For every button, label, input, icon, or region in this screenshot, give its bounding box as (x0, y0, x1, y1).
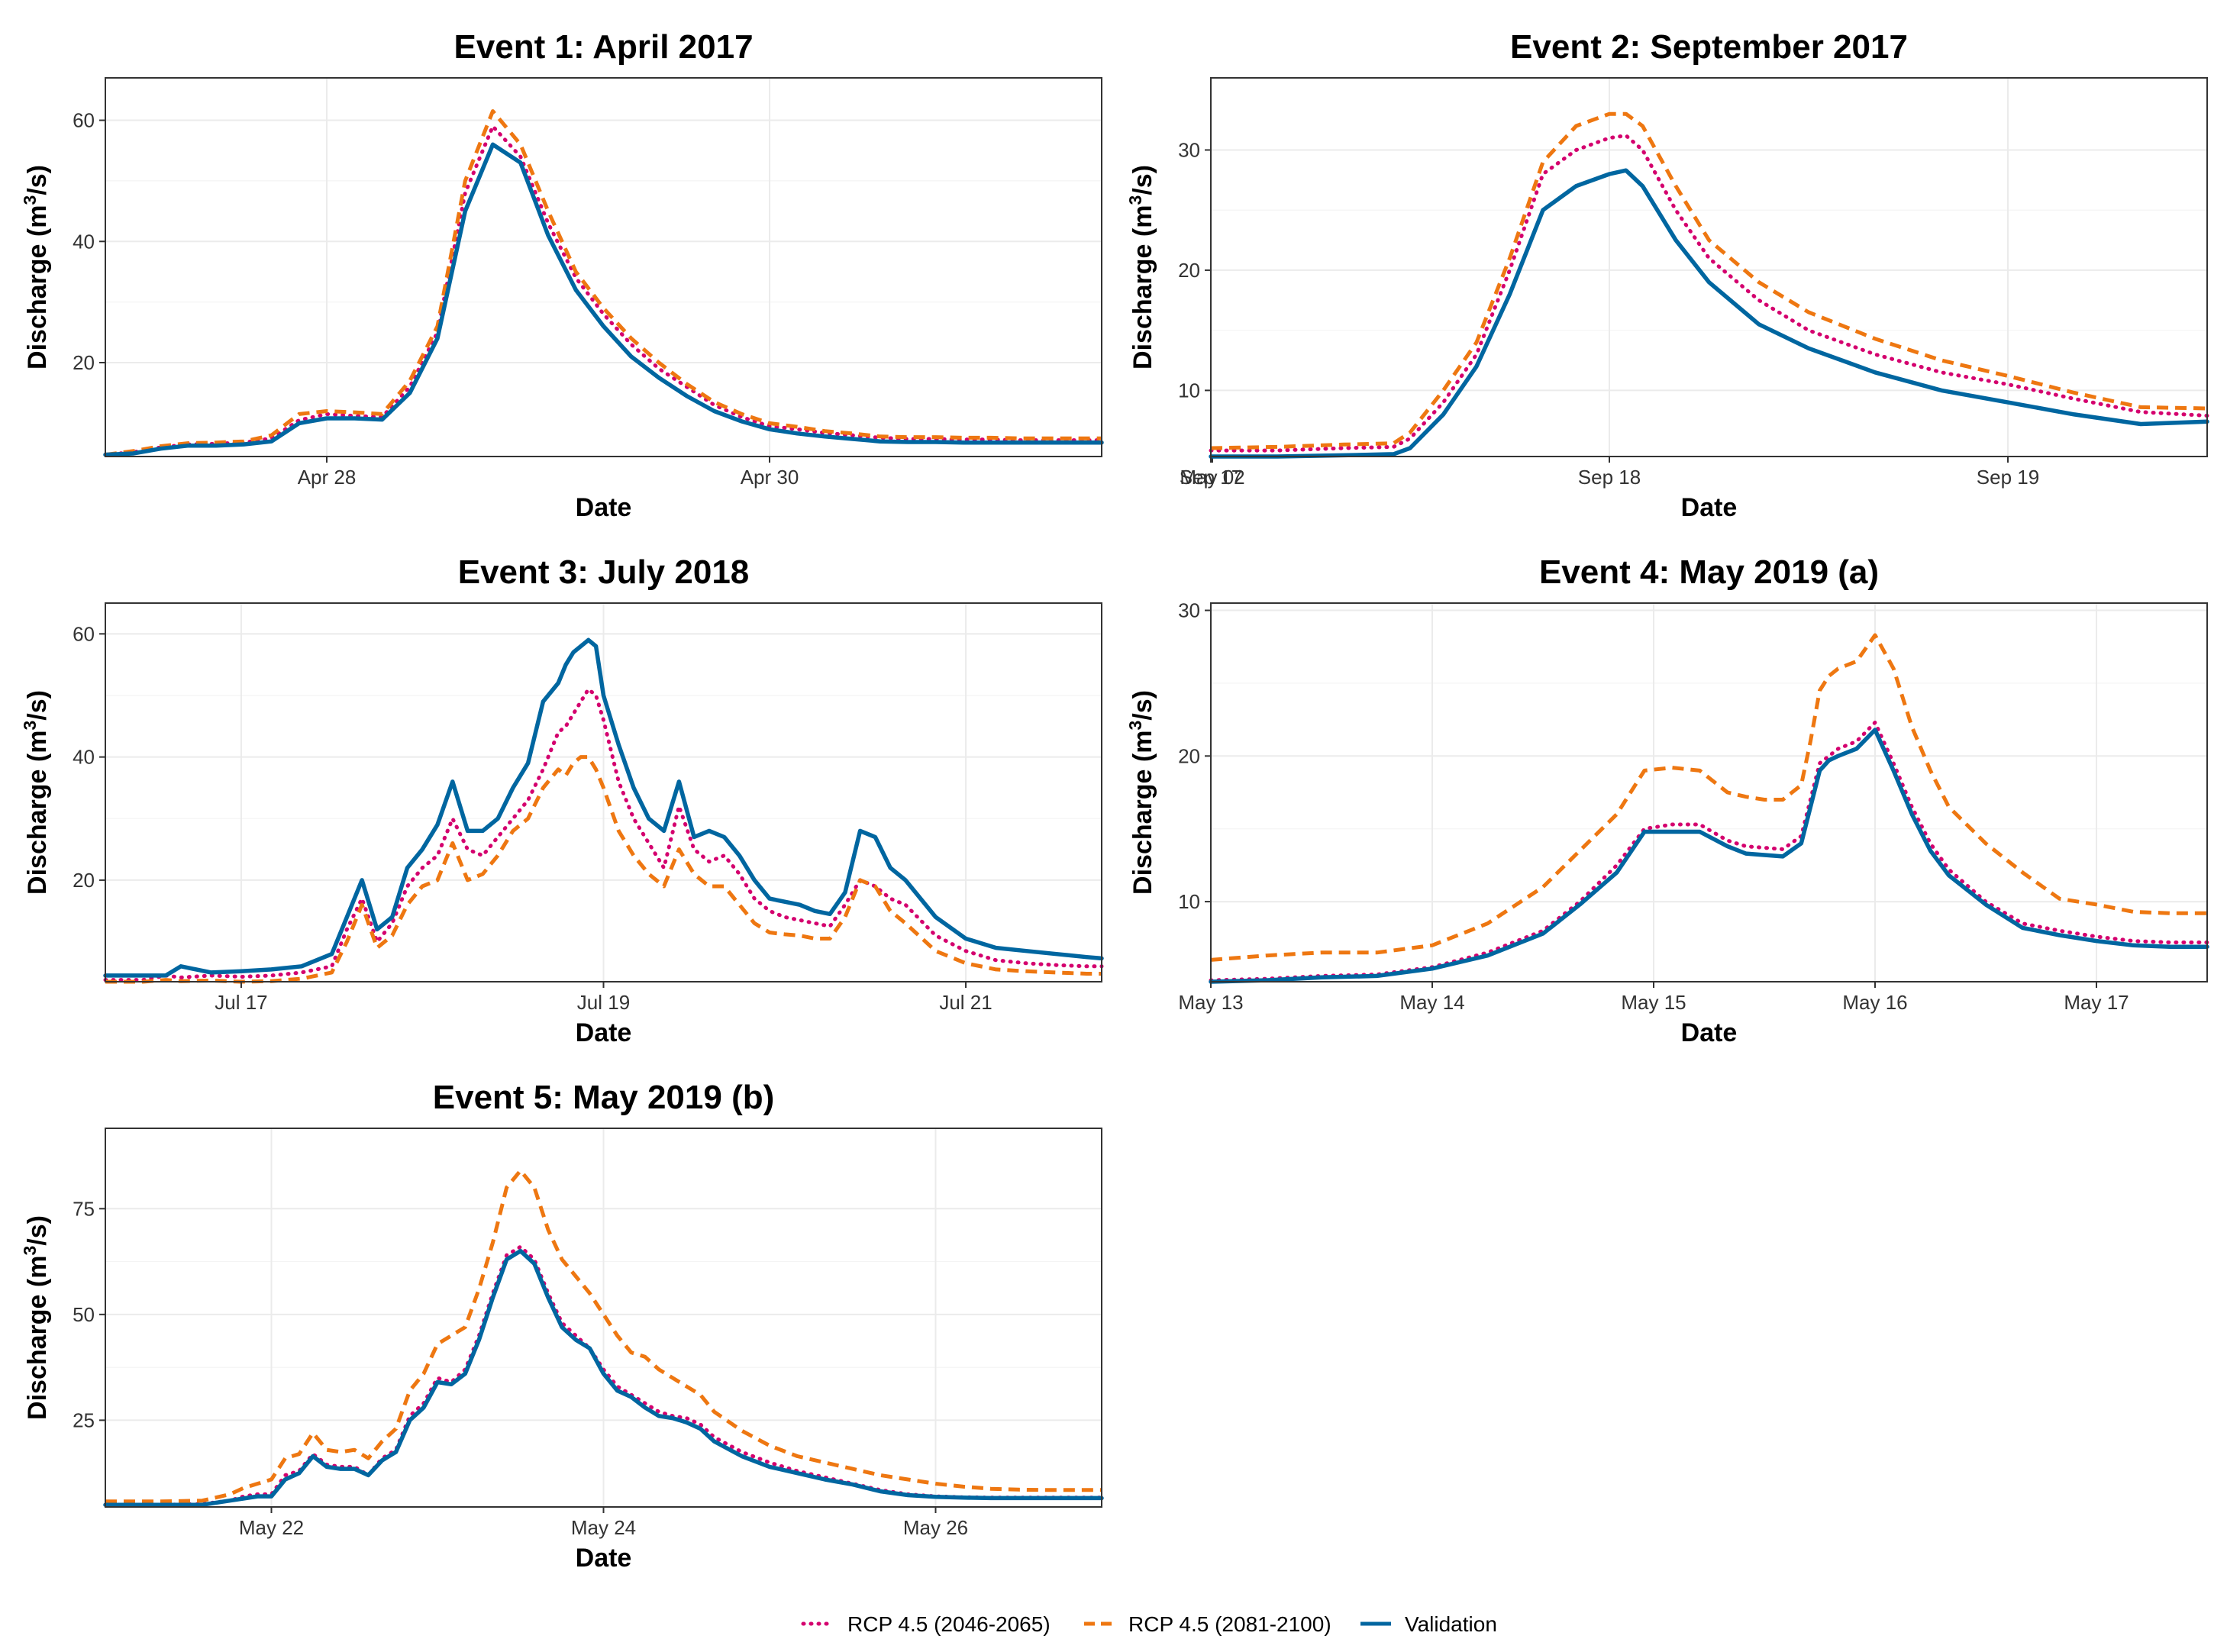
series-line-rcp45-2081-2100 (105, 1168, 1102, 1504)
y-tick-label: 40 (73, 746, 95, 769)
y-tick-label: 60 (73, 109, 95, 132)
y-tick-label: 20 (73, 869, 95, 892)
x-tick-label: Jul 17 (215, 991, 267, 1014)
x-tick-label: Sep 19 (1977, 466, 2039, 489)
x-tick-label: Jul 19 (577, 991, 630, 1014)
panel-border (1210, 602, 2208, 982)
legend-label-validation: Validation (1405, 1612, 1497, 1636)
x-axis-title: Date (576, 493, 632, 522)
y-axis-title: Discharge (m3/s) (20, 165, 52, 369)
panels: Event 1: April 2017 20 40 60 Apr 28 Apr 30 May… (20, 28, 2209, 1573)
y-tick-label: 10 (1178, 890, 1200, 913)
y-tick-label: 10 (1178, 379, 1200, 402)
y-tick-label: 20 (1178, 259, 1200, 282)
x-tick-label: Sep 17 (1180, 466, 1242, 489)
series-line-rcp45-2081-2100 (1210, 633, 2207, 962)
x-tick-label: Jul 21 (939, 991, 992, 1014)
x-tick-label: May 22 (239, 1516, 304, 1539)
y-tick-label: 40 (73, 230, 95, 253)
panel-2: Event 2: September 2017 10 20 30 Sep 17 Sep 1… (1125, 28, 2209, 522)
y-axis-title: Discharge (m3/s) (20, 1215, 52, 1420)
series-line-rcp45-2081-2100 (1210, 111, 2208, 450)
x-tick-label: Apr 28 (298, 466, 357, 489)
series-line-rcp45-2081-2100 (105, 755, 1102, 984)
x-tick-label: May 24 (571, 1516, 636, 1539)
x-tick-label: Sep 18 (1578, 466, 1641, 489)
panel-title: Event 1: April 2017 (453, 28, 753, 66)
y-tick-label: 20 (1178, 744, 1200, 767)
x-axis-title: Date (1681, 1018, 1738, 1047)
x-tick-label: Apr 30 (741, 466, 799, 489)
x-axis-title: Date (1681, 493, 1738, 522)
x-tick-label: May 15 (1621, 991, 1686, 1014)
x-tick-label: May 02 (1180, 466, 1244, 489)
panel-3: Event 3: July 2018 20 40 60 Jul 17 Jul 19 Jul … (20, 553, 1104, 1047)
panel-border (105, 77, 1102, 457)
panel-5: Event 5: May 2019 (b) 25 50 75 May 22 May 24 M… (20, 1079, 1104, 1573)
y-axis-title: Discharge (m3/s) (1125, 690, 1157, 895)
legend-label-rcp45-2046-2065: RCP 4.5 (2046-2065) (847, 1612, 1051, 1636)
series-line-validation (103, 1248, 1104, 1507)
gridlines (105, 1128, 1102, 1507)
y-tick-label: 30 (1178, 599, 1200, 622)
y-axis-title: Discharge (m3/s) (20, 690, 52, 895)
y-tick-label: 75 (73, 1197, 95, 1220)
series-line-validation (103, 637, 1104, 978)
y-tick-label: 30 (1178, 138, 1200, 161)
series-line-validation (1209, 728, 2209, 984)
panel-border (1210, 77, 2208, 457)
panel-title: Event 4: May 2019 (a) (1539, 553, 1879, 591)
panel-title: Event 5: May 2019 (b) (433, 1079, 775, 1116)
gridlines (105, 78, 1102, 457)
y-tick-label: 20 (73, 351, 95, 374)
series-line-rcp45-2046-2065 (1209, 720, 2209, 982)
series-line-rcp45-2046-2065 (1209, 134, 2209, 453)
legend-label-rcp45-2081-2100: RCP 4.5 (2081-2100) (1128, 1612, 1331, 1636)
x-axis-title: Date (576, 1544, 632, 1573)
series-line-rcp45-2046-2065 (103, 687, 1104, 982)
x-tick-label: May 16 (1842, 991, 1907, 1014)
panel-4: Event 4: May 2019 (a) 10 20 30 May 13 May 14 M… (1125, 553, 2209, 1047)
y-tick-label: 25 (73, 1408, 95, 1431)
x-tick-label: May 26 (903, 1516, 968, 1539)
panel-title: Event 2: September 2017 (1510, 28, 1908, 66)
panel-title: Event 3: July 2018 (458, 553, 750, 591)
x-axis-title: Date (576, 1018, 632, 1047)
series-line-validation (103, 142, 1104, 457)
series-line-rcp45-2081-2100 (105, 109, 1102, 457)
panel-1: Event 1: April 2017 20 40 60 Apr 28 Apr 30 May… (20, 28, 1245, 522)
y-tick-label: 50 (73, 1303, 95, 1326)
series-line-validation (1209, 168, 2209, 459)
y-axis-title: Discharge (m3/s) (1125, 165, 1157, 369)
legend: RCP 4.5 (2046-2065) RCP 4.5 (2081-2100) … (801, 1612, 1497, 1636)
x-tick-label: May 13 (1178, 991, 1243, 1014)
x-tick-label: May 14 (1399, 991, 1464, 1014)
x-tick-label: May 17 (2064, 991, 2129, 1014)
gridlines (105, 603, 1102, 982)
y-tick-label: 60 (73, 622, 95, 645)
